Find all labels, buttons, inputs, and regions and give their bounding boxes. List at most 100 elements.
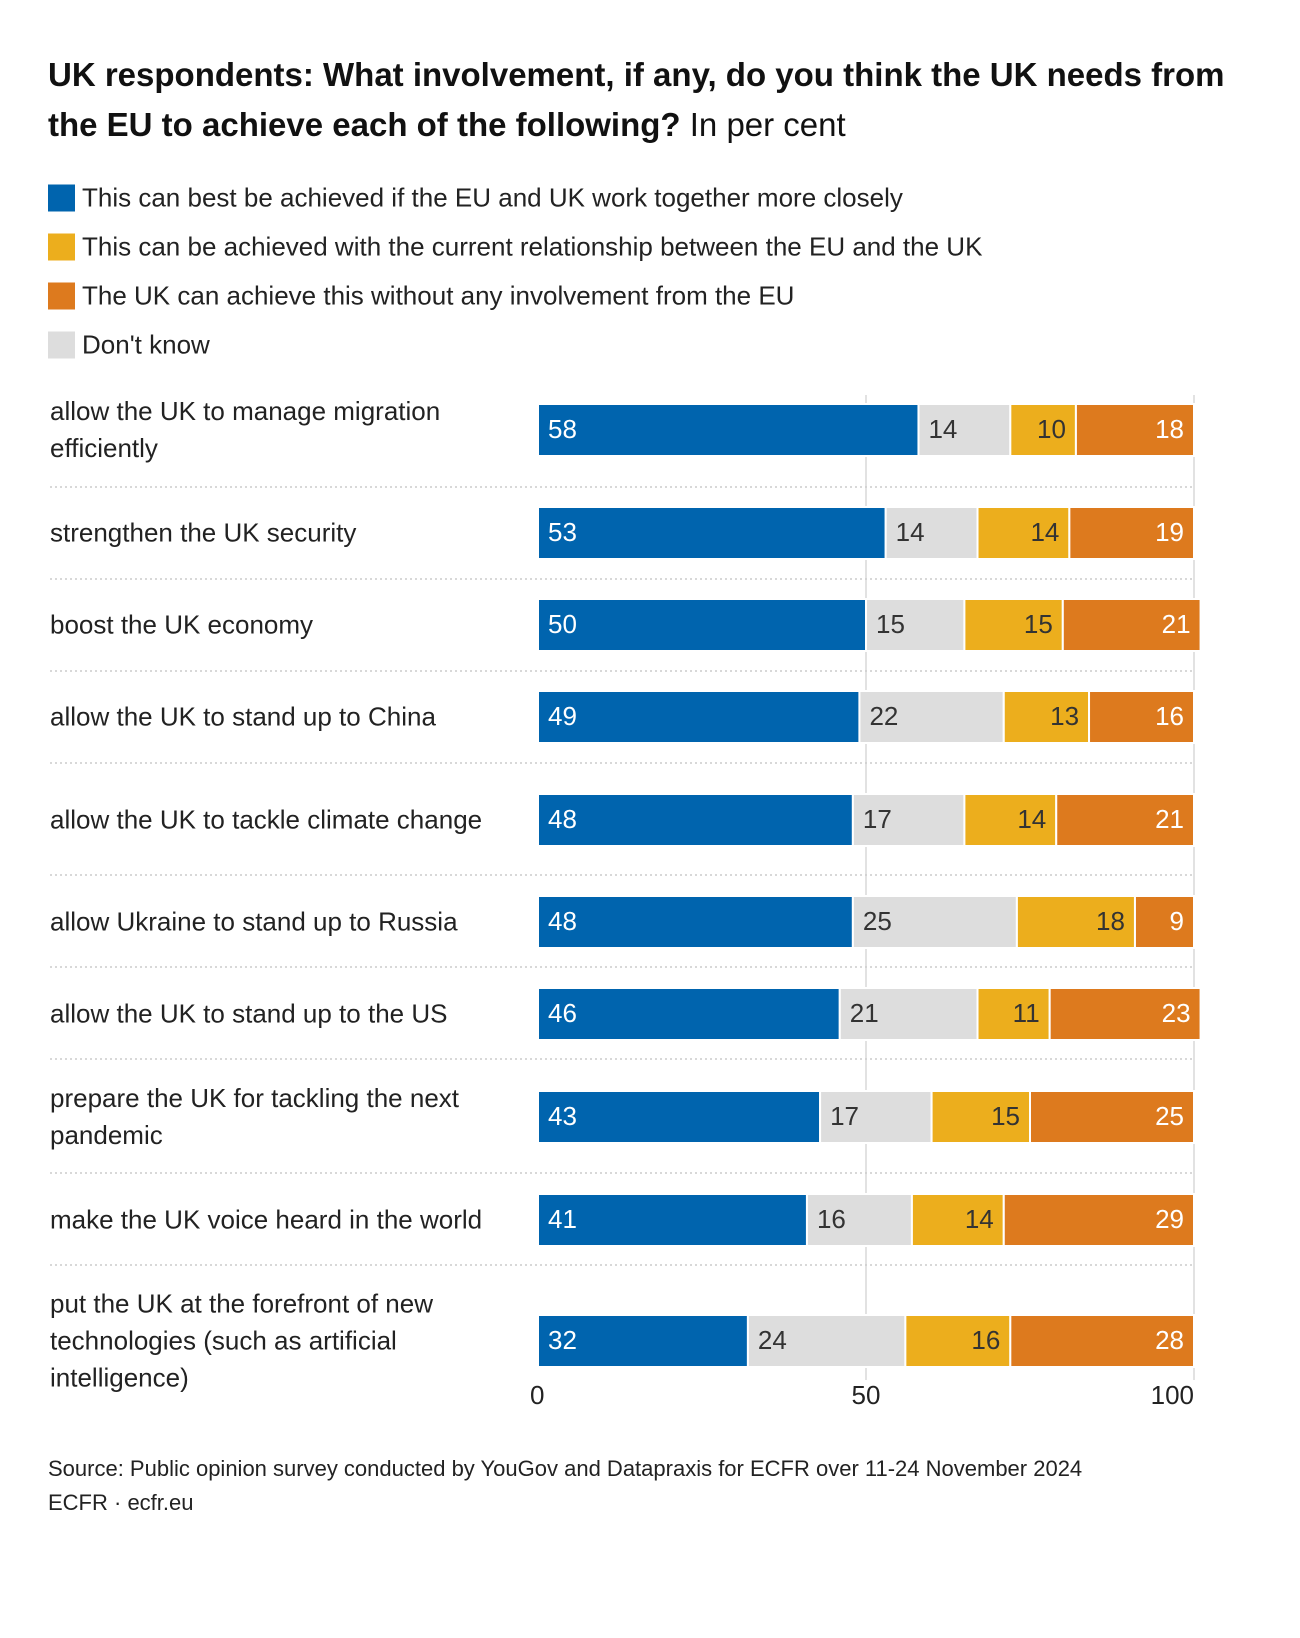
category-label: strengthen the UK security <box>50 517 357 548</box>
value-label: 10 <box>1037 414 1066 444</box>
value-label: 9 <box>1170 906 1184 936</box>
value-label: 18 <box>1096 906 1125 936</box>
value-label: 14 <box>965 1204 994 1234</box>
category-label: allow the UK to tackle climate change <box>50 804 483 835</box>
bar-segment <box>976 987 1051 1041</box>
value-label: 14 <box>1017 804 1046 834</box>
value-label: 41 <box>548 1204 577 1234</box>
bar-segment <box>537 403 920 457</box>
value-label: 25 <box>1155 1101 1184 1131</box>
value-label: 16 <box>971 1325 1000 1355</box>
value-label: 14 <box>928 414 957 444</box>
bar-segment <box>910 1193 1005 1247</box>
value-label: 46 <box>548 998 577 1028</box>
bar-segment <box>805 1193 913 1247</box>
value-label: 32 <box>548 1325 577 1355</box>
bar-segment <box>1074 403 1196 457</box>
category-label: allow Ukraine to stand up to Russia <box>50 906 458 937</box>
bar-segment <box>537 506 887 560</box>
category-label: allow the UK to stand up to China <box>50 701 436 732</box>
bar-segment <box>1061 598 1202 652</box>
category-label: boost the UK economy <box>50 609 314 640</box>
bar-segment <box>537 895 854 949</box>
bar-segment <box>537 1193 808 1247</box>
value-label: 50 <box>548 609 577 639</box>
x-tick-label: 50 <box>852 1380 881 1410</box>
bar-segment <box>537 1090 822 1144</box>
legend-label: The UK can achieve this without any invo… <box>82 280 795 311</box>
value-label: 15 <box>876 609 905 639</box>
legend-label: This can be achieved with the current re… <box>82 231 983 262</box>
value-label: 29 <box>1155 1204 1184 1234</box>
chart-title: UK respondents: What involvement, if any… <box>48 56 1225 143</box>
bar-segment <box>537 690 861 744</box>
bar-segment <box>537 598 867 652</box>
x-tick-label: 100 <box>1151 1380 1194 1410</box>
value-label: 43 <box>548 1101 577 1131</box>
bar-segment <box>1088 690 1196 744</box>
title-block: UK respondents: What involvement, if any… <box>48 50 1268 150</box>
bar-segment <box>1002 1193 1196 1247</box>
bar-segment <box>537 1314 749 1368</box>
legend-swatch <box>48 282 75 310</box>
bar-segment <box>963 793 1058 847</box>
value-label: 19 <box>1155 517 1184 547</box>
value-label: 28 <box>1155 1325 1184 1355</box>
legend-swatch <box>48 331 75 359</box>
bar-segment <box>1068 506 1195 560</box>
bar-segment <box>1029 1090 1195 1144</box>
value-label: 14 <box>1030 517 1059 547</box>
legend-swatch <box>48 184 75 212</box>
value-label: 21 <box>1155 804 1184 834</box>
value-label: 21 <box>850 998 879 1028</box>
value-label: 13 <box>1050 701 1079 731</box>
bar-segment <box>1133 895 1195 949</box>
legend-swatch <box>48 233 75 261</box>
bar-segment <box>838 987 979 1041</box>
value-label: 17 <box>830 1101 859 1131</box>
value-label: 17 <box>863 804 892 834</box>
value-label: 15 <box>991 1101 1020 1131</box>
bar-segment <box>963 598 1064 652</box>
bar-segment <box>917 403 1012 457</box>
category-label: make the UK voice heard in the world <box>50 1204 483 1235</box>
value-label: 23 <box>1162 998 1191 1028</box>
value-label: 22 <box>869 701 898 731</box>
credit: ECFR · ecfr.eu <box>48 1490 194 1515</box>
value-label: 16 <box>817 1204 846 1234</box>
value-label: 15 <box>1024 609 1053 639</box>
category-label: allow the UK to stand up to the US <box>50 998 448 1029</box>
value-label: 48 <box>548 804 577 834</box>
category-label: put the UK at the forefront of new techn… <box>50 1288 434 1393</box>
value-label: 21 <box>1162 609 1191 639</box>
value-label: 16 <box>1155 701 1184 731</box>
legend-label: This can best be achieved if the EU and … <box>82 182 903 213</box>
value-label: 49 <box>548 701 577 731</box>
source: Source: Public opinion survey conducted … <box>48 1456 1083 1481</box>
value-label: 11 <box>1013 998 1040 1028</box>
bar-segment <box>1055 793 1195 847</box>
bar-segment <box>746 1314 907 1368</box>
bar-segment <box>1002 690 1091 744</box>
value-label: 25 <box>863 906 892 936</box>
bar-segment <box>537 987 841 1041</box>
bar-segment <box>851 793 966 847</box>
value-label: 24 <box>758 1325 787 1355</box>
value-label: 48 <box>548 906 577 936</box>
category-label: prepare the UK for tackling the next pan… <box>50 1083 460 1150</box>
legend-label: Don't know <box>82 329 210 360</box>
value-label: 14 <box>896 517 925 547</box>
bar-segment <box>1015 895 1136 949</box>
bar-segment <box>1048 987 1202 1041</box>
bar-segment <box>537 793 854 847</box>
bar-segment <box>819 1090 933 1144</box>
chart-subtitle: In per cent <box>689 106 846 143</box>
x-tick-label: 0 <box>530 1380 544 1410</box>
bar-segment <box>976 506 1071 560</box>
category-label: allow the UK to manage migration efficie… <box>50 396 441 463</box>
bar-segment <box>1009 1314 1195 1368</box>
bar-segment <box>865 598 966 652</box>
value-label: 18 <box>1155 414 1184 444</box>
